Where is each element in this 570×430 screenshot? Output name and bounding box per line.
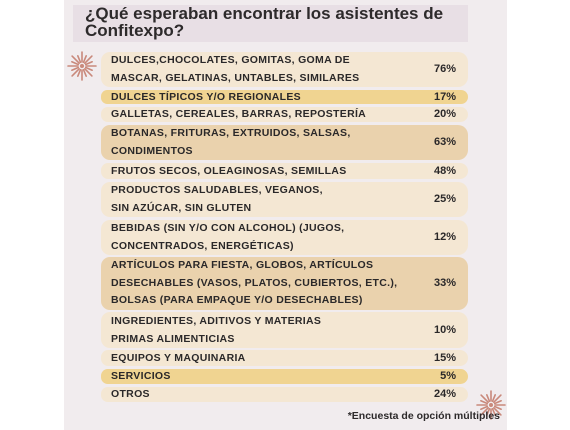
flower-ornament-icon xyxy=(476,390,506,420)
survey-row: BEBIDAS (SIN Y/O CON ALCOHOL) (JUGOS, CO… xyxy=(101,220,468,255)
row-label: PRODUCTOS SALUDABLES, VEGANOS, SIN AZÚCA… xyxy=(111,184,323,214)
row-label: FRUTOS SECOS, OLEAGINOSAS, SEMILLAS xyxy=(111,165,347,177)
footnote: *Encuesta de opción múltiples xyxy=(347,410,500,422)
row-percentage: 48% xyxy=(433,165,456,177)
title-line-1: ¿Qué esperaban encontrar los asistentes … xyxy=(85,4,444,23)
survey-row: SERVICIOS 5% xyxy=(101,369,468,384)
survey-row: OTROS 24% xyxy=(101,387,468,402)
survey-row: DULCES TÍPICOS Y/O REGIONALES 17% xyxy=(101,90,468,104)
row-label: BEBIDAS (SIN Y/O CON ALCOHOL) (JUGOS, CO… xyxy=(111,222,345,252)
row-percentage: 33% xyxy=(433,277,456,289)
row-percentage: 63% xyxy=(433,136,456,148)
row-label: EQUIPOS Y MAQUINARIA xyxy=(111,352,246,364)
row-percentage: 10% xyxy=(433,324,456,336)
survey-row: GALLETAS, CEREALES, BARRAS, REPOSTERÍA 20… xyxy=(101,107,468,122)
row-percentage: 20% xyxy=(433,108,456,120)
row-label: OTROS xyxy=(111,388,150,400)
row-label: BOTANAS, FRITURAS, EXTRUIDOS, SALSAS, CO… xyxy=(111,127,351,157)
row-label: INGREDIENTES, ADITIVOS Y MATERIAS PRIMAS… xyxy=(111,315,322,345)
row-percentage: 12% xyxy=(433,231,456,243)
survey-row: ARTÍCULOS PARA FIESTA, GLOBOS, ARTÍCULOS… xyxy=(101,257,468,310)
survey-row: BOTANAS, FRITURAS, EXTRUIDOS, SALSAS, CO… xyxy=(101,125,468,160)
title-line-2: Confitexpo? xyxy=(85,21,185,40)
row-label: SERVICIOS xyxy=(111,370,171,382)
row-percentage: 25% xyxy=(433,193,456,205)
row-percentage: 15% xyxy=(433,352,456,364)
row-percentage: 17% xyxy=(433,91,456,103)
survey-row: DULCES,CHOCOLATES, GOMITAS, GOMA DE MASC… xyxy=(101,52,468,87)
chart-title: ¿Qué esperaban encontrar los asistentes … xyxy=(73,5,468,42)
survey-row: PRODUCTOS SALUDABLES, VEGANOS, SIN AZÚCA… xyxy=(101,182,468,217)
survey-row: EQUIPOS Y MAQUINARIA 15% xyxy=(101,350,468,366)
row-percentage: 76% xyxy=(433,63,456,75)
survey-row: FRUTOS SECOS, OLEAGINOSAS, SEMILLAS 48% xyxy=(101,163,468,179)
row-label: DULCES,CHOCOLATES, GOMITAS, GOMA DE MASC… xyxy=(111,54,360,84)
survey-row: INGREDIENTES, ADITIVOS Y MATERIAS PRIMAS… xyxy=(101,312,468,348)
row-label: GALLETAS, CEREALES, BARRAS, REPOSTERÍA xyxy=(111,108,367,120)
row-label: DULCES TÍPICOS Y/O REGIONALES xyxy=(111,91,301,103)
row-percentage: 24% xyxy=(433,388,456,400)
flower-ornament-icon xyxy=(67,51,97,81)
row-label: ARTÍCULOS PARA FIESTA, GLOBOS, ARTÍCULOS… xyxy=(111,259,398,307)
row-percentage: 5% xyxy=(440,370,456,382)
